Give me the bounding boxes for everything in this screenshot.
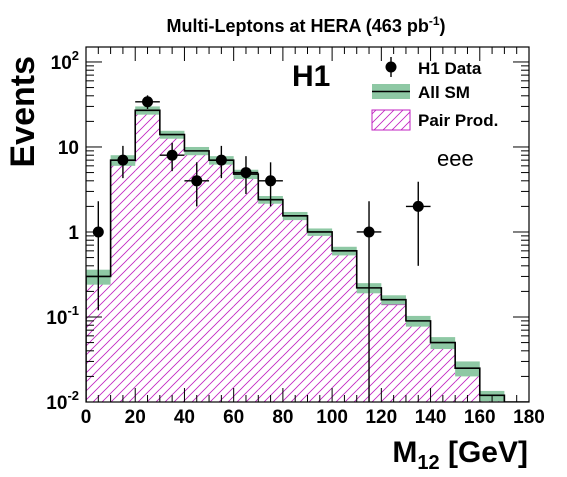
pair-prod-bar [233,177,259,402]
data-point-marker [142,96,154,108]
legend-label-pair: Pair Prod. [418,111,498,130]
y-tick-label: 102 [51,48,79,74]
legend-item-pair: Pair Prod. [371,109,498,131]
x-axis-label-subscript: 12 [417,452,439,474]
data-point [405,181,431,266]
x-tick-label: 40 [174,407,195,428]
x-tick-label: 80 [272,407,293,428]
y-tick-label: 1 [68,223,79,244]
data-point [233,156,259,194]
legend-label-data: H1 Data [418,59,482,78]
chart-title-end: ) [440,16,446,36]
data-point-marker [117,154,129,166]
y-axis-label: Events [4,56,42,168]
pair-prod-bar [430,347,456,402]
data-point [184,162,210,207]
x-axis-label-unit: [GeV] [440,436,528,469]
x-tick-label: 140 [415,407,447,428]
chart-title: Multi-Leptons at HERA (463 pb-1) [166,14,445,36]
x-axis-label: M12 [GeV] [392,436,528,474]
y-tick-label: 10 [58,138,79,159]
data-point [356,201,382,402]
legend-label-sm: All SM [418,83,470,102]
pair-prod-bar [258,202,283,402]
channel-label: eee [437,146,474,171]
pair-prod-bar [282,219,308,402]
x-tick-label: 160 [464,407,496,428]
data-point [110,145,136,179]
pair-prod-bar [307,235,333,402]
sm-histogram [86,109,529,402]
legend: H1 Data All SM Pair Prod. [371,57,498,131]
pair-prod-bar [159,137,185,402]
y-axis: 10-2 10-1 1 10 102 [46,48,529,414]
data-point-marker [412,200,424,212]
x-tick-label: 0 [81,407,92,428]
data-point-marker [363,226,375,238]
chart-title-superscript: -1 [429,14,440,28]
data-point-marker [166,149,178,161]
data-point-marker [215,154,227,166]
data-point [135,95,160,109]
x-tick-label: 120 [365,407,397,428]
data-point-marker [191,175,203,187]
pair-prod-bar [405,325,431,402]
plot-area [85,46,530,403]
data-point [159,142,185,172]
data-point [209,145,234,179]
x-tick-label: 180 [513,407,545,428]
x-tick-label: 100 [316,407,348,428]
pair-prod-bar [209,162,234,402]
data-point-marker [265,175,277,187]
pair-prod-bar [135,113,160,402]
pair-prod-bar [332,254,357,402]
pair-prod-bar [381,304,406,402]
y-tick-label: 10-1 [46,303,79,329]
legend-item-data: H1 Data [385,57,482,78]
data-point-marker [240,167,252,179]
legend-item-sm: All SM [372,83,470,102]
y-tick-label: 10-2 [46,388,79,414]
experiment-label: H1 [292,60,330,93]
x-tick-label: 60 [223,407,244,428]
data-point [258,162,283,207]
pair-prod-bar [110,162,136,402]
x-axis: 0 20 40 60 80 100 120 140 160 180 [81,47,545,428]
x-tick-label: 20 [125,407,146,428]
